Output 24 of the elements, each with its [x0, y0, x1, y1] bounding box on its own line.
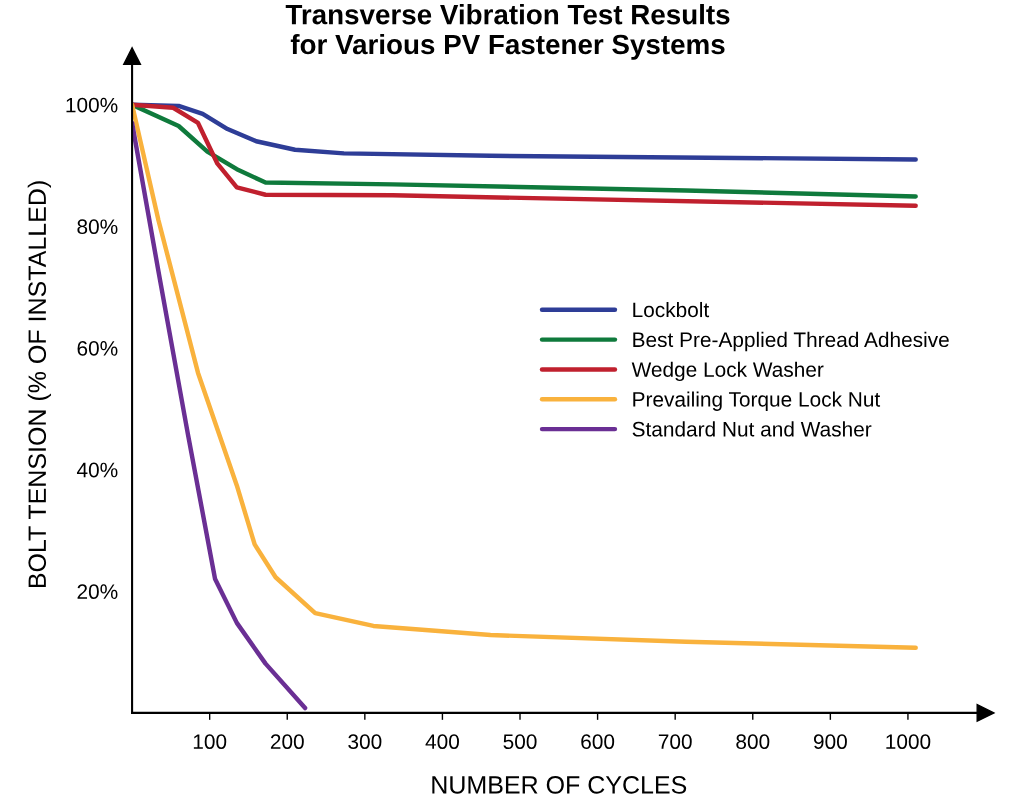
x-axis-title: NUMBER OF CYCLES	[432, 776, 687, 794]
chart-title: Transverse Vibration Test Results for Various PV Fastener Systems	[285, 4, 730, 60]
y-tick-label: 100%	[66, 97, 118, 113]
y-tick-label: 40%	[76, 462, 118, 478]
legend-label: Best Pre-Applied Thread Adhesive	[633, 331, 949, 352]
x-tick-label: 200	[270, 734, 304, 750]
legend-label: Lockbolt	[633, 301, 710, 318]
legend-label: Prevailing Torque Lock Nut	[633, 391, 881, 411]
x-tick-label: 700	[658, 734, 692, 750]
x-tick-label: 100	[193, 734, 227, 750]
x-tick-label: 1000	[886, 734, 931, 750]
legend-label: Standard Nut and Washer	[632, 421, 872, 437]
y-tick-label: 20%	[77, 584, 118, 600]
x-tick-label: 800	[736, 734, 770, 750]
x-tick-label: 600	[581, 734, 615, 750]
x-tick-label: 400	[425, 734, 459, 750]
x-tick-label: 300	[348, 734, 382, 750]
x-tick-label: 500	[503, 734, 537, 750]
y-tick-label: 80%	[77, 219, 118, 235]
y-tick-label: 60%	[77, 340, 118, 356]
line-series	[132, 120, 308, 711]
x-tick-label: 900	[813, 734, 847, 750]
legend-label: Wedge Lock Washer	[631, 361, 824, 382]
y-axis-title: BOLT TENSION (% OF INSTALLED)	[27, 181, 52, 588]
